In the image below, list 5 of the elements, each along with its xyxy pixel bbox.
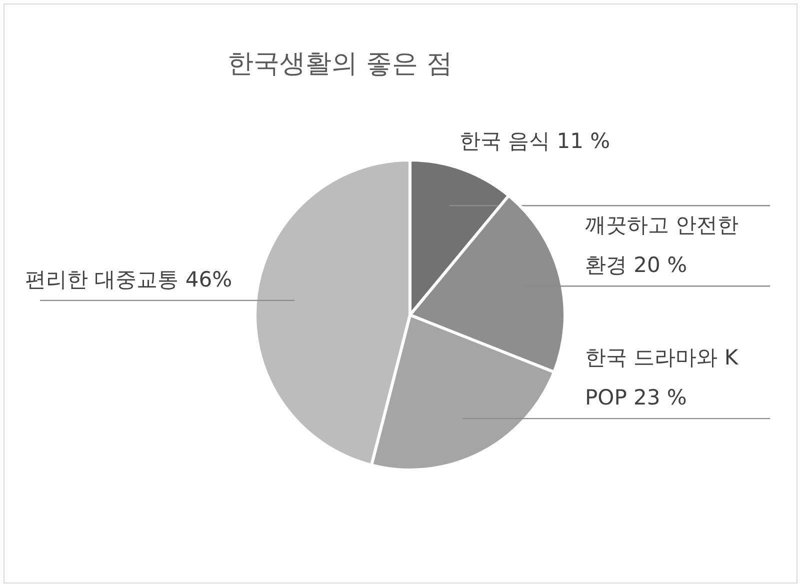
slice-label: 편리한 대중교통 46%	[25, 267, 232, 292]
slice-label: 한국 드라마와 K POP 23 %	[585, 346, 740, 410]
chart-title: 한국생활의 좋은 점	[228, 49, 452, 79]
slice-label: 깨끗하고 안전한 환경 20 %	[585, 213, 739, 278]
slice-label: 한국 음식 11 %	[459, 129, 610, 153]
